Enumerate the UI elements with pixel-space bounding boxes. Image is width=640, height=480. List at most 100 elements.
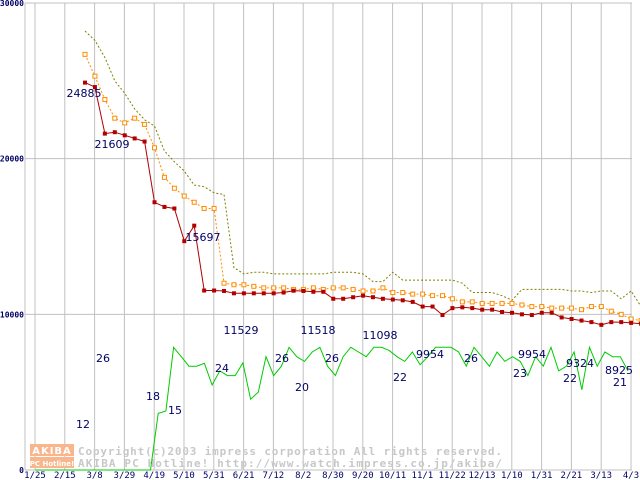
- data-point-lowest: [569, 317, 574, 322]
- grid: [24, 2, 632, 471]
- x-tick-label: 3/8: [86, 471, 102, 480]
- data-point-average: [390, 290, 396, 296]
- data-point-average: [191, 199, 197, 205]
- copyright-text: Copyright(c)2003 impress corporation All…: [78, 445, 502, 458]
- data-point-lowest: [162, 204, 167, 209]
- data-point-average: [439, 293, 445, 299]
- data-point-average: [549, 305, 555, 311]
- data-point-lowest: [361, 293, 366, 298]
- logo-top-text: AKIBA: [32, 446, 72, 457]
- data-point-average: [380, 285, 386, 291]
- x-tick-label: 1/25: [24, 471, 46, 480]
- data-point-average: [251, 283, 257, 289]
- data-label: 21: [613, 376, 627, 389]
- data-point-lowest: [291, 288, 296, 293]
- data-label: 15697: [186, 231, 221, 244]
- x-tick-label: 3/29: [114, 471, 136, 480]
- data-point-average: [350, 286, 356, 292]
- data-point-lowest: [132, 136, 137, 141]
- data-point-average: [430, 293, 436, 299]
- data-point-lowest: [152, 200, 157, 205]
- data-point-average: [569, 305, 575, 311]
- data-point-lowest: [599, 322, 604, 327]
- x-tick-label: 6/21: [233, 471, 255, 480]
- y-tick-label: 0: [19, 466, 24, 475]
- data-label: 23: [513, 367, 527, 380]
- data-point-lowest: [331, 296, 336, 301]
- data-point-lowest: [509, 310, 514, 315]
- data-point-average: [588, 304, 594, 310]
- data-point-average: [82, 51, 88, 57]
- data-label: 9954: [416, 348, 444, 361]
- y-tick-label: 30000: [0, 0, 24, 8]
- data-point-average: [628, 316, 634, 322]
- data-point-lowest: [311, 289, 316, 294]
- data-point-average: [469, 299, 475, 305]
- data-point-average: [579, 307, 584, 313]
- url-text: AKIBA PC Hotline! http://www.watch.impre…: [78, 457, 502, 470]
- data-point-lowest: [222, 288, 227, 293]
- x-tick-label: 9/20: [352, 471, 374, 480]
- data-point-average: [499, 300, 505, 306]
- data-point-lowest: [490, 307, 495, 312]
- logo-top-box: [30, 444, 74, 456]
- data-label: 26: [325, 352, 339, 365]
- x-tick-label: 8/30: [322, 471, 344, 480]
- data-point-average: [102, 97, 108, 103]
- data-point-lowest: [122, 133, 127, 138]
- logo-bottom-text: PC Hotline!: [30, 460, 74, 468]
- x-tick-label: 10/11: [379, 471, 406, 480]
- data-label: 26: [96, 352, 110, 365]
- data-point-average: [112, 115, 118, 121]
- data-point-average: [122, 120, 128, 126]
- data-point-lowest: [142, 139, 147, 144]
- data-point-lowest: [341, 296, 346, 301]
- data-point-lowest: [579, 318, 584, 323]
- data-point-lowest: [470, 306, 475, 311]
- data-point-average: [479, 300, 485, 306]
- logo-bottom-box: [30, 457, 74, 468]
- data-point-lowest: [390, 297, 395, 302]
- data-point-lowest: [619, 320, 624, 325]
- data-point-average: [410, 291, 416, 297]
- data-label: 20: [295, 381, 309, 394]
- data-point-lowest: [192, 223, 197, 228]
- data-point-average: [161, 174, 167, 180]
- data-point-average: [598, 304, 604, 310]
- data-point-lowest: [480, 307, 485, 312]
- data-point-lowest: [92, 85, 97, 90]
- series-line-upper: [84, 30, 640, 306]
- data-point-lowest: [261, 291, 266, 296]
- data-point-average: [171, 185, 177, 191]
- data-label: 22: [393, 371, 407, 384]
- data-point-lowest: [589, 320, 594, 325]
- x-tick-label: 11/22: [439, 471, 466, 480]
- data-point-lowest: [231, 291, 236, 296]
- x-tick-label: 2/15: [54, 471, 76, 480]
- data-point-lowest: [549, 310, 554, 315]
- data-point-average: [132, 115, 138, 121]
- y-axis: 0 10000 20000 30000: [0, 0, 24, 475]
- data-point-average: [360, 288, 366, 294]
- series-line-count: [35, 345, 629, 471]
- data-point-average: [181, 193, 187, 199]
- data-point-lowest: [212, 288, 217, 293]
- data-point-average: [271, 285, 277, 291]
- data-point-lowest: [301, 288, 306, 293]
- x-tick-label: 12/13: [468, 471, 495, 480]
- data-point-average: [449, 296, 455, 302]
- data-point-average: [420, 291, 426, 297]
- x-tick-label: 1/31: [531, 471, 553, 480]
- x-tick-label: 3/13: [590, 471, 612, 480]
- data-point-average: [400, 290, 406, 296]
- data-point-lowest: [241, 291, 246, 296]
- data-point-lowest: [172, 206, 177, 211]
- data-point-lowest: [609, 320, 614, 325]
- data-label: 9324: [566, 357, 594, 370]
- data-point-lowest: [420, 304, 425, 309]
- data-point-lowest: [519, 312, 524, 317]
- x-tick-label: 8/2: [295, 471, 311, 480]
- data-point-lowest: [559, 315, 564, 320]
- data-point-lowest: [430, 304, 435, 309]
